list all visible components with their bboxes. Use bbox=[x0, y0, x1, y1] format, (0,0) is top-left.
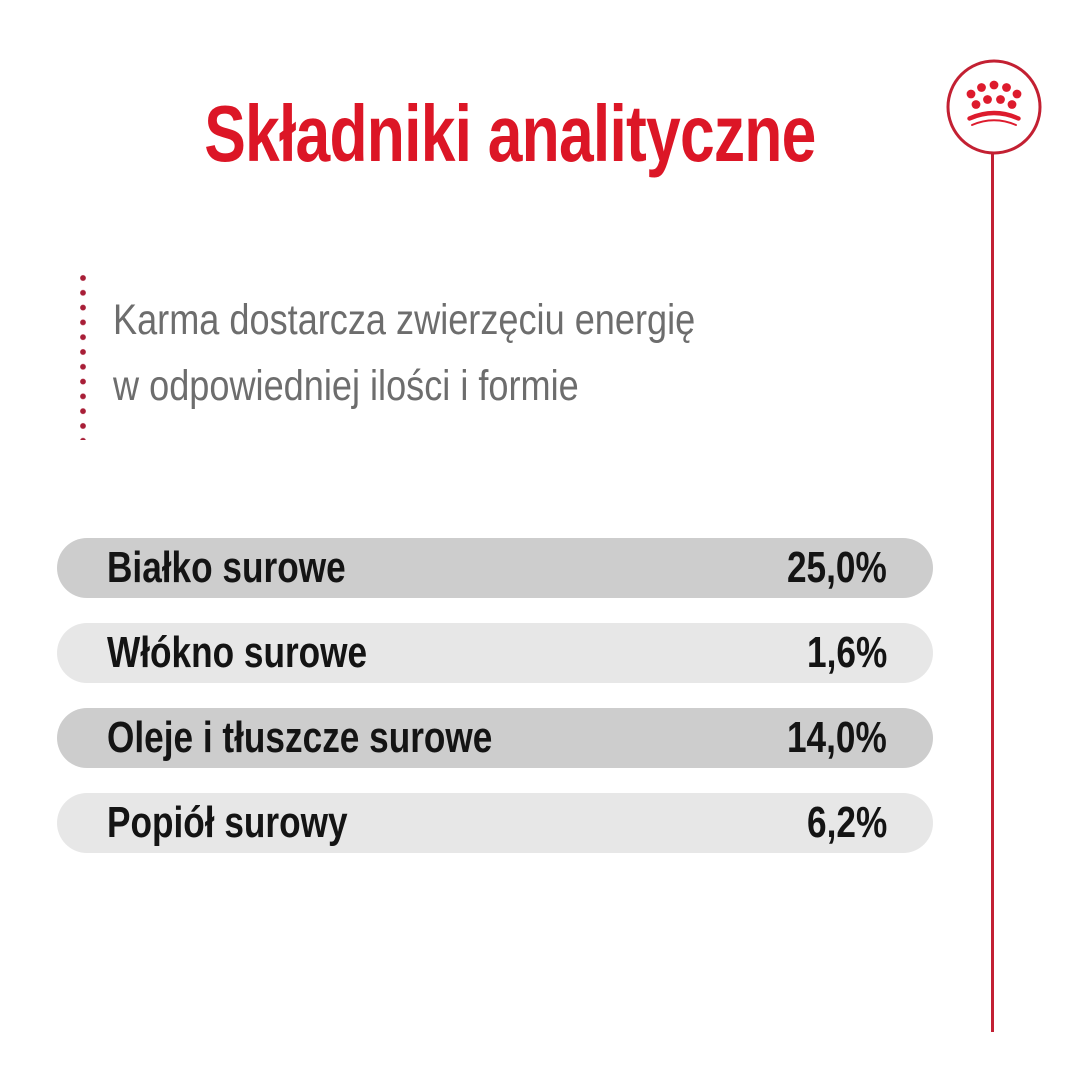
table-row: Popiół surowy 6,2% bbox=[57, 793, 933, 853]
row-value: 1,6% bbox=[806, 628, 887, 677]
table-row: Oleje i tłuszcze surowe 14,0% bbox=[57, 708, 933, 768]
row-label: Oleje i tłuszcze surowe bbox=[107, 713, 493, 762]
vertical-accent-line bbox=[991, 154, 994, 1032]
intro-line-1: Karma dostarcza zwierzęciu energię bbox=[113, 296, 696, 344]
intro-text: Karma dostarcza zwierzęciu energię w odp… bbox=[113, 287, 806, 419]
row-label: Białko surowe bbox=[107, 543, 346, 592]
table-row: Włókno surowe 1,6% bbox=[57, 623, 933, 683]
row-label: Popiół surowy bbox=[107, 798, 348, 847]
row-value: 6,2% bbox=[806, 798, 887, 847]
row-value: 25,0% bbox=[787, 543, 887, 592]
row-value: 14,0% bbox=[787, 713, 887, 762]
dotted-accent-line bbox=[79, 274, 87, 440]
crown-logo-icon bbox=[944, 57, 1044, 157]
analytical-constituents-table: Białko surowe 25,0% Włókno surowe 1,6% O… bbox=[57, 538, 933, 878]
table-row: Białko surowe 25,0% bbox=[57, 538, 933, 598]
header: Składniki analityczne bbox=[0, 88, 1020, 180]
row-label: Włókno surowe bbox=[107, 628, 368, 677]
page-title: Składniki analityczne bbox=[204, 89, 816, 178]
intro-line-2: w odpowiedniej ilości i formie bbox=[113, 362, 579, 410]
